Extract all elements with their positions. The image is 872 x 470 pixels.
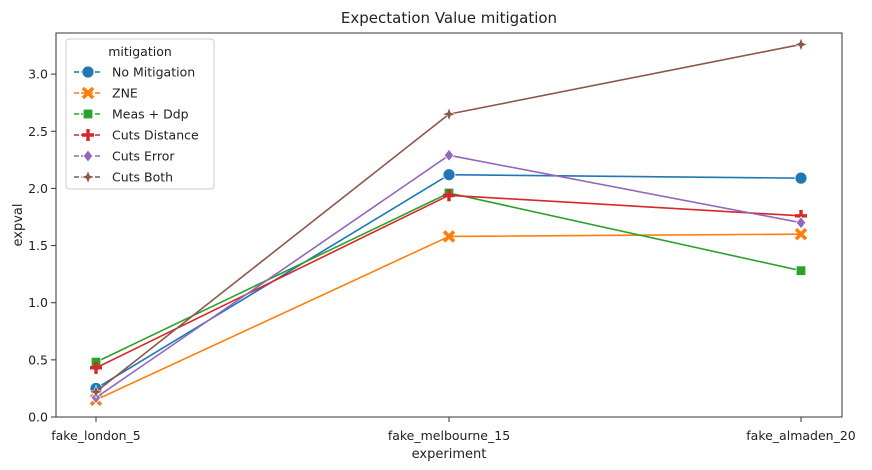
x-tick-label: fake_london_5 (51, 428, 141, 443)
x-axis: fake_london_5 fake_melbourne_15 fake_almad… (51, 417, 856, 443)
legend-title: mitigation (108, 44, 172, 59)
y-axis-label: expval (11, 204, 26, 247)
data-point (793, 37, 809, 52)
data-point (80, 169, 96, 185)
data-point (794, 171, 808, 185)
x-tick-label: fake_almaden_20 (746, 428, 856, 443)
data-point (795, 265, 807, 276)
data-point (88, 384, 104, 400)
legend-label: Cuts Error (112, 149, 175, 164)
series-line (95, 173, 802, 390)
legend-label: Cuts Distance (112, 128, 199, 143)
series-layer (88, 37, 809, 407)
series-cuts-error (90, 148, 807, 405)
data-point (443, 148, 455, 162)
y-tick-label: 0.5 (28, 352, 48, 367)
legend-label: No Mitigation (112, 65, 195, 80)
legend-entry: Cuts Distance (74, 128, 199, 143)
series-line (95, 194, 802, 369)
data-point (82, 149, 94, 163)
y-tick-label: 2.5 (28, 124, 48, 139)
y-tick-label: 1.5 (28, 238, 48, 253)
chart-title: Expectation Value mitigation (341, 9, 557, 27)
legend-frame (65, 38, 215, 190)
data-point (81, 86, 95, 100)
legend-entry: No Mitigation (74, 65, 195, 80)
legend-items: No Mitigation ZNE Meas + Ddp Cuts Distance C… (74, 65, 199, 185)
legend-entry: Meas + Ddp (74, 107, 189, 122)
x-axis-label: experiment (412, 447, 487, 462)
y-tick-label: 1.0 (28, 295, 48, 310)
data-point (441, 106, 457, 122)
data-point (82, 129, 94, 141)
legend-entry: ZNE (74, 86, 138, 101)
data-point (442, 230, 456, 243)
data-point (795, 216, 807, 230)
x-tick-label: fake_melbourne_15 (388, 428, 510, 443)
series-cuts-distance (90, 189, 807, 374)
y-axis: 0.0 0.5 1.0 1.5 2.0 2.5 3.0 (28, 67, 56, 425)
series-line (95, 192, 802, 363)
data-point (90, 361, 102, 374)
data-point (794, 227, 808, 241)
y-tick-label: 3.0 (28, 67, 48, 82)
legend-label: Cuts Both (112, 170, 173, 185)
data-point (442, 168, 456, 182)
legend: mitigation No Mitigation ZNE Meas + Ddp Cut… (65, 38, 215, 190)
legend-entry: Cuts Both (74, 170, 173, 185)
legend-entry: Cuts Error (74, 149, 175, 164)
data-point (81, 65, 95, 79)
data-point (443, 189, 455, 202)
legend-label: Meas + Ddp (112, 107, 189, 122)
series-meas-ddp (90, 187, 807, 368)
series-cuts-both (88, 37, 809, 400)
data-point (82, 108, 94, 120)
y-tick-label: 0.0 (28, 410, 48, 425)
legend-label: ZNE (112, 86, 138, 101)
y-tick-label: 2.0 (28, 181, 48, 196)
